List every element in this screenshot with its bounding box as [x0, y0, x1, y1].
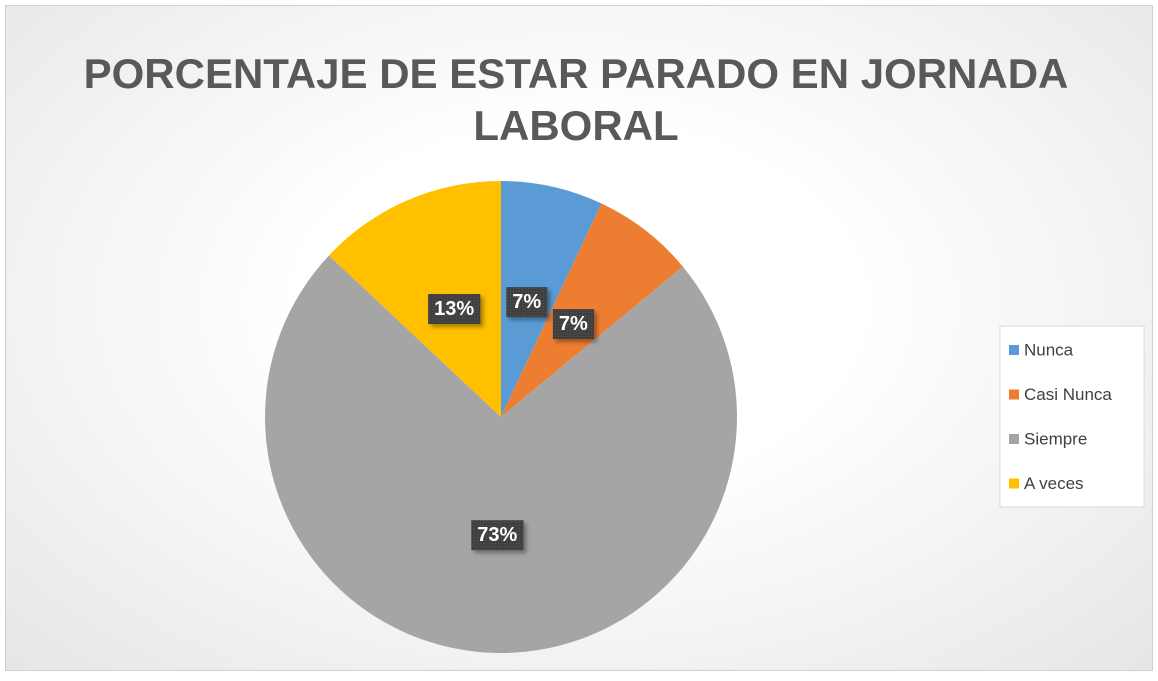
legend-swatch: [1009, 478, 1019, 489]
legend-swatch: [1009, 434, 1019, 444]
legend-label: Casi Nunca: [1024, 385, 1112, 404]
pie-slice: [328, 181, 501, 417]
data-label: 13%: [434, 298, 474, 320]
legend-swatch: [1009, 389, 1019, 400]
data-label-box: [552, 309, 594, 340]
data-label-box: [428, 293, 481, 324]
chart-title: PORCENTAJE DE ESTAR PARADO EN JORNADA LA…: [83, 50, 1069, 149]
chart-frame: PORCENTAJE DE ESTAR PARADO EN JORNADA LA…: [5, 5, 1153, 671]
data-label: 7%: [559, 313, 588, 335]
legend-swatch: [1009, 345, 1019, 355]
legend-label: A veces: [1024, 474, 1084, 493]
legend-box: [999, 325, 1145, 508]
pie-slice: [265, 255, 737, 653]
chart: 7% 7% 73% 13% Nunca Casi Nunca Siempre A veces: [265, 181, 1145, 653]
legend-label: Nunca: [1024, 340, 1074, 359]
data-label-box: [471, 520, 524, 551]
data-label: 7%: [512, 291, 541, 313]
data-label: 73%: [477, 524, 517, 546]
data-label-box: [506, 287, 548, 318]
legend-label: Siempre: [1024, 429, 1087, 448]
pie-slice: [501, 181, 602, 417]
